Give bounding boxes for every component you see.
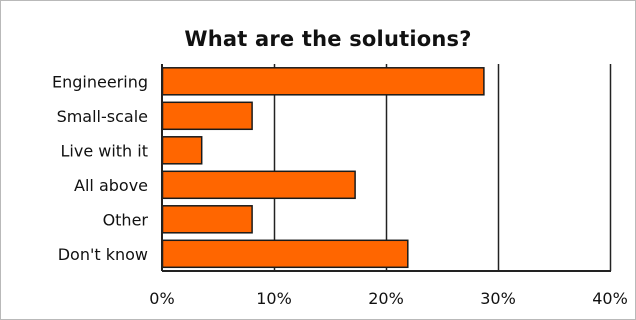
chart-title: What are the solutions? <box>184 27 472 51</box>
bar <box>161 170 356 200</box>
category-label: Live with it <box>60 141 148 160</box>
category-label: Small-scale <box>57 107 148 126</box>
bar-layer <box>161 67 485 269</box>
label-layer: Engineering Small-scale Live with it All ab… <box>52 72 628 308</box>
bar <box>161 101 253 131</box>
category-label: Engineering <box>52 72 148 91</box>
x-tick-label: 40% <box>592 289 628 308</box>
category-label: All above <box>74 176 148 195</box>
bar <box>161 205 253 234</box>
x-tick-label: 10% <box>256 289 292 308</box>
bar <box>161 67 485 96</box>
x-tick-label: 20% <box>368 289 404 308</box>
grid-layer <box>273 64 612 271</box>
axis-layer <box>161 64 611 272</box>
category-label: Other <box>103 210 149 229</box>
bar <box>161 136 203 165</box>
x-tick-label: 30% <box>480 289 516 308</box>
x-tick-label: 0% <box>149 289 174 308</box>
bar <box>161 239 409 269</box>
category-label: Don't know <box>58 245 148 264</box>
